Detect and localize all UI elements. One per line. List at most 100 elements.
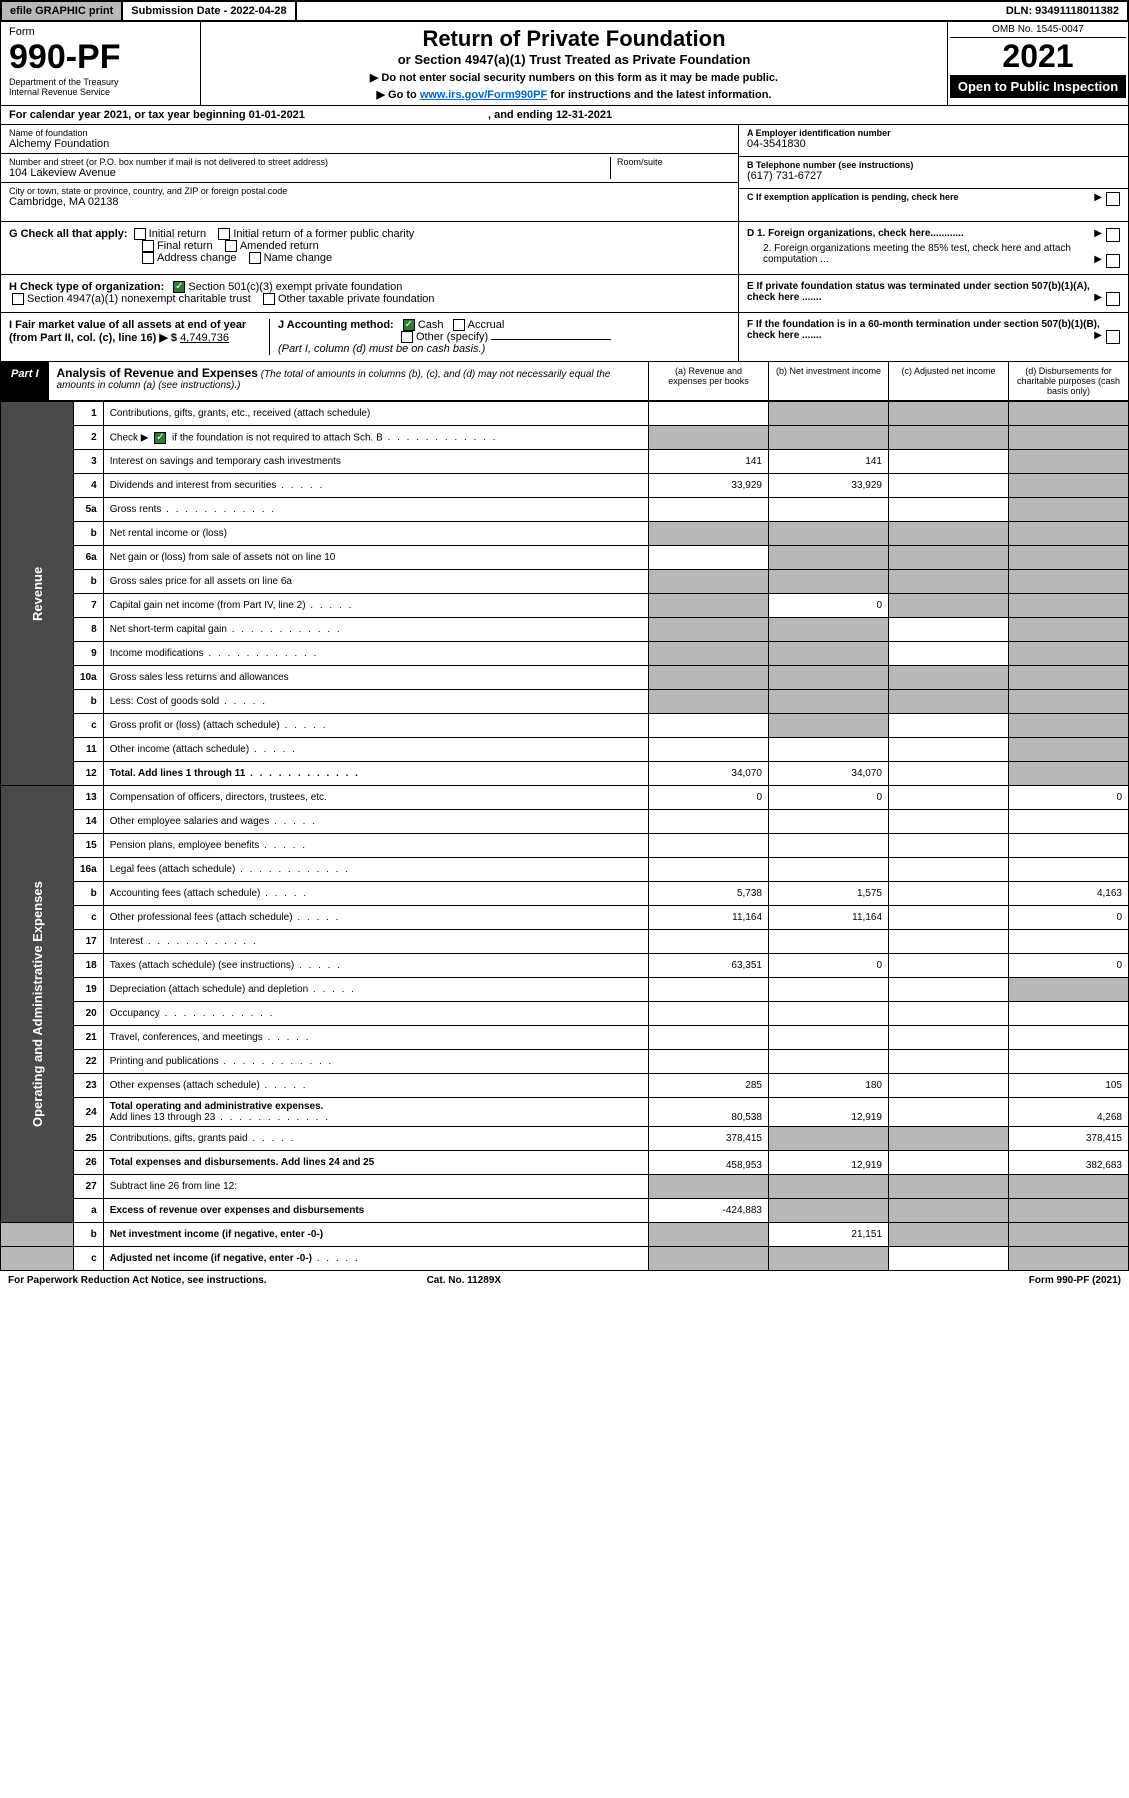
form-header: Form 990-PF Department of the Treasury I… (0, 22, 1129, 106)
tax-year: 2021 (950, 38, 1126, 75)
g-final-return[interactable] (142, 240, 154, 252)
g-initial-return[interactable] (134, 228, 146, 240)
c-checkbox[interactable] (1106, 192, 1120, 206)
calendar-year-line: For calendar year 2021, or tax year begi… (0, 106, 1129, 125)
table-row: 7Capital gain net income (from Part IV, … (1, 594, 1129, 618)
col-b-header: (b) Net investment income (768, 362, 888, 400)
table-row: 6aNet gain or (loss) from sale of assets… (1, 546, 1129, 570)
table-row: bNet investment income (if negative, ent… (1, 1223, 1129, 1247)
e-label: E If private foundation status was termi… (747, 281, 1090, 303)
ein-label: A Employer identification number (747, 128, 1120, 138)
table-row: 3Interest on savings and temporary cash … (1, 450, 1129, 474)
d2-checkbox[interactable] (1106, 254, 1120, 268)
ssn-warning: ▶ Do not enter social security numbers o… (209, 71, 939, 84)
topbar: efile GRAPHIC print Submission Date - 20… (0, 0, 1129, 22)
efile-print-button[interactable]: efile GRAPHIC print (2, 2, 123, 20)
table-row: 20Occupancy (1, 1002, 1129, 1026)
table-row: 26Total expenses and disbursements. Add … (1, 1151, 1129, 1175)
city-label: City or town, state or province, country… (9, 186, 730, 196)
table-row: 19Depreciation (attach schedule) and dep… (1, 978, 1129, 1002)
table-row: bLess: Cost of goods sold (1, 690, 1129, 714)
table-row: 23Other expenses (attach schedule)285180… (1, 1074, 1129, 1098)
table-row: 11Other income (attach schedule) (1, 738, 1129, 762)
dept-treasury: Department of the Treasury (9, 77, 192, 87)
name-label: Name of foundation (9, 128, 730, 138)
j-label: J Accounting method: (278, 319, 394, 331)
table-row: 17Interest (1, 930, 1129, 954)
g-row: G Check all that apply: Initial return I… (0, 222, 1129, 275)
table-row: cGross profit or (loss) (attach schedule… (1, 714, 1129, 738)
col-d-header: (d) Disbursements for charitable purpose… (1008, 362, 1128, 400)
schb-checkbox[interactable] (154, 432, 166, 444)
ij-row: I Fair market value of all assets at end… (0, 313, 1129, 362)
col-a-header: (a) Revenue and expenses per books (648, 362, 768, 400)
table-row: 9Income modifications (1, 642, 1129, 666)
form-ref: Form 990-PF (2021) (1029, 1275, 1121, 1286)
j-note: (Part I, column (d) must be on cash basi… (278, 343, 485, 355)
form-number: 990-PF (9, 38, 192, 77)
d2-label: 2. Foreign organizations meeting the 85%… (763, 243, 1071, 265)
d1-checkbox[interactable] (1106, 228, 1120, 242)
part1-table: Revenue 1Contributions, gifts, grants, e… (0, 401, 1129, 1271)
form-word: Form (9, 26, 192, 38)
table-row: 21Travel, conferences, and meetings (1, 1026, 1129, 1050)
open-to-public: Open to Public Inspection (950, 75, 1126, 98)
table-row: 24Total operating and administrative exp… (1, 1098, 1129, 1127)
j-accrual[interactable] (453, 319, 465, 331)
address: 104 Lakeview Avenue (9, 167, 610, 179)
g-initial-former[interactable] (218, 228, 230, 240)
table-row: 22Printing and publications (1, 1050, 1129, 1074)
ein: 04-3541830 (747, 138, 1120, 150)
dln: DLN: 93491118011382 (998, 2, 1127, 20)
form990pf-link[interactable]: www.irs.gov/Form990PF (420, 89, 547, 101)
cat-no: Cat. No. 11289X (427, 1275, 501, 1286)
table-row: 25Contributions, gifts, grants paid378,4… (1, 1127, 1129, 1151)
g-amended[interactable] (225, 240, 237, 252)
room-label: Room/suite (617, 157, 730, 167)
table-row: 10aGross sales less returns and allowanc… (1, 666, 1129, 690)
tel-label: B Telephone number (see instructions) (747, 160, 1120, 170)
identity-block: Name of foundation Alchemy Foundation Nu… (0, 125, 1129, 222)
telephone: (617) 731-6727 (747, 170, 1120, 182)
revenue-side-label: Revenue (1, 402, 74, 786)
table-row: 4Dividends and interest from securities3… (1, 474, 1129, 498)
table-row: cOther professional fees (attach schedul… (1, 906, 1129, 930)
form-title: Return of Private Foundation (209, 26, 939, 52)
g-name-change[interactable] (249, 252, 261, 264)
h-4947[interactable] (12, 293, 24, 305)
city-state-zip: Cambridge, MA 02138 (9, 196, 730, 208)
paperwork-notice: For Paperwork Reduction Act Notice, see … (8, 1275, 267, 1286)
footer: For Paperwork Reduction Act Notice, see … (0, 1271, 1129, 1290)
col-c-header: (c) Adjusted net income (888, 362, 1008, 400)
table-row: bGross sales price for all assets on lin… (1, 570, 1129, 594)
g-address-change[interactable] (142, 252, 154, 264)
table-row: cAdjusted net income (if negative, enter… (1, 1247, 1129, 1271)
table-row: bAccounting fees (attach schedule)5,7381… (1, 882, 1129, 906)
f-checkbox[interactable] (1106, 330, 1120, 344)
irs-label: Internal Revenue Service (9, 87, 192, 97)
table-row: bNet rental income or (loss) (1, 522, 1129, 546)
h-row: H Check type of organization: Section 50… (0, 275, 1129, 313)
d1-label: D 1. Foreign organizations, check here..… (747, 228, 964, 239)
table-row: Revenue 1Contributions, gifts, grants, e… (1, 402, 1129, 426)
j-other[interactable] (401, 331, 413, 343)
address-label: Number and street (or P.O. box number if… (9, 157, 610, 167)
table-row: 12Total. Add lines 1 through 1134,07034,… (1, 762, 1129, 786)
table-row: 27Subtract line 26 from line 12: (1, 1175, 1129, 1199)
h-other-taxable[interactable] (263, 293, 275, 305)
table-row: 2Check ▶ if the foundation is not requir… (1, 426, 1129, 450)
f-label: F If the foundation is in a 60-month ter… (747, 319, 1100, 341)
h-501c3[interactable] (173, 281, 185, 293)
table-row: Operating and Administrative Expenses 13… (1, 786, 1129, 810)
form-subtitle: or Section 4947(a)(1) Trust Treated as P… (209, 52, 939, 67)
table-row: 16aLegal fees (attach schedule) (1, 858, 1129, 882)
table-row: 8Net short-term capital gain (1, 618, 1129, 642)
i-value: 4,749,736 (180, 332, 229, 344)
foundation-name: Alchemy Foundation (9, 138, 730, 150)
e-checkbox[interactable] (1106, 292, 1120, 306)
goto-link-line: ▶ Go to www.irs.gov/Form990PF for instru… (209, 88, 939, 101)
expenses-side-label: Operating and Administrative Expenses (1, 786, 74, 1223)
table-row: aExcess of revenue over expenses and dis… (1, 1199, 1129, 1223)
j-cash[interactable] (403, 319, 415, 331)
h-label: H Check type of organization: (9, 281, 164, 293)
